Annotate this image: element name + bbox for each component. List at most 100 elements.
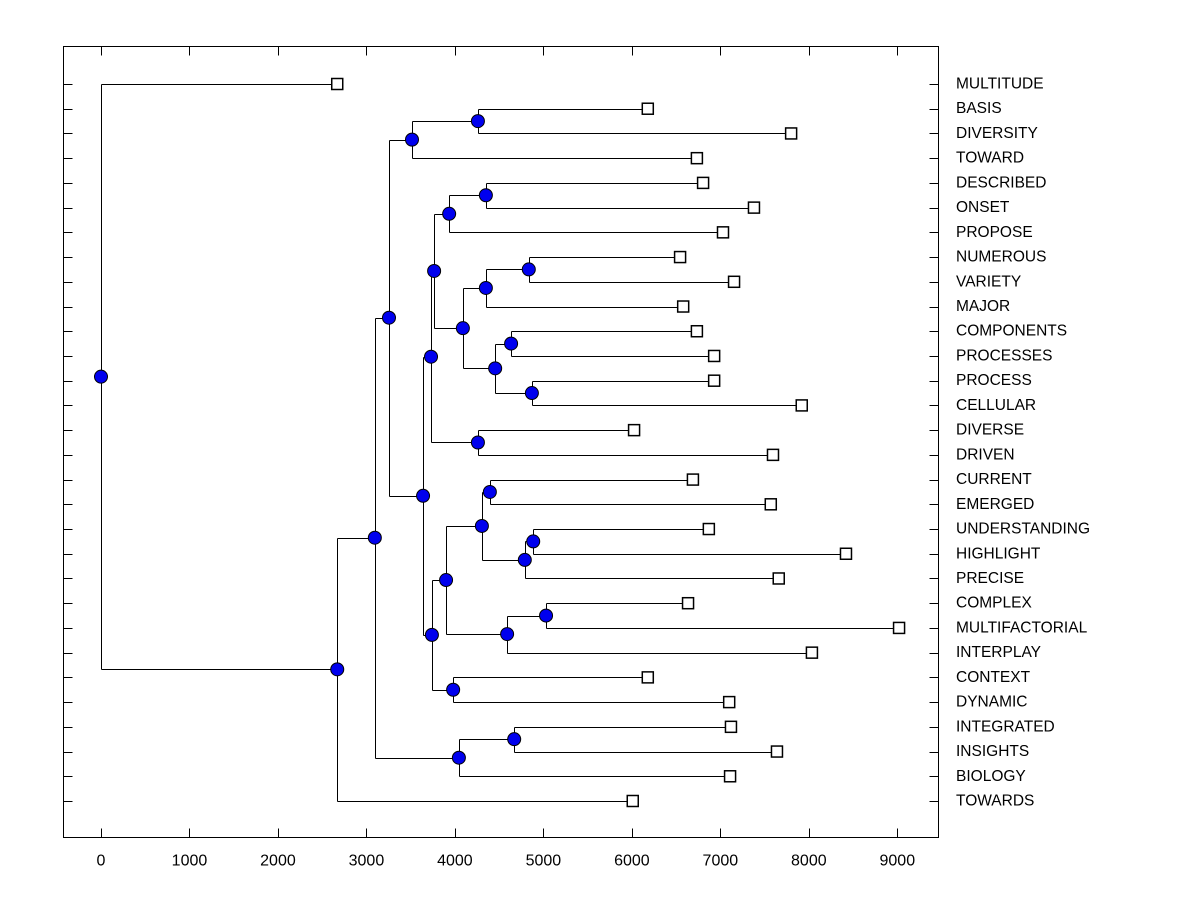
- leaf-marker: [747, 201, 761, 214]
- cluster-node-marker: [470, 435, 485, 450]
- cluster-node-marker: [446, 682, 461, 697]
- leaf-marker: [795, 399, 808, 412]
- leaf-label: VARIETY: [956, 273, 1021, 290]
- leaf-label: DIVERSE: [956, 422, 1024, 439]
- leaf-label: EMERGED: [956, 496, 1034, 513]
- cluster-node-marker: [488, 361, 503, 376]
- cluster-node-marker: [416, 488, 431, 503]
- cluster-node-marker: [478, 188, 493, 203]
- cluster-node-marker: [482, 484, 497, 499]
- leaf-label: CELLULAR: [956, 397, 1036, 414]
- leaf-marker: [839, 547, 853, 561]
- leaf-label: BIOLOGY: [956, 768, 1026, 785]
- leaf-label: HIGHLIGHT: [956, 545, 1041, 562]
- leaf-marker: [641, 102, 655, 115]
- leaf-marker: [696, 176, 710, 190]
- leaf-label: DESCRIBED: [956, 174, 1046, 191]
- leaf-marker: [690, 151, 704, 165]
- leaf-marker: [892, 621, 906, 635]
- leaf-label: DRIVEN: [956, 446, 1015, 463]
- leaf-marker: [690, 324, 704, 338]
- leaf-marker: [722, 695, 736, 709]
- leaf-marker: [723, 770, 737, 783]
- x-axis-tick-label: 5000: [526, 852, 562, 869]
- leaf-label: COMPONENTS: [956, 323, 1067, 340]
- leaf-marker: [707, 349, 721, 363]
- leaf-label: BASIS: [956, 100, 1002, 117]
- leaf-marker: [727, 275, 741, 289]
- cluster-node-marker: [427, 263, 442, 278]
- leaf-marker: [686, 473, 700, 486]
- leaf-label: MULTIFACTORIAL: [956, 619, 1088, 636]
- leaf-label: COMPLEX: [956, 595, 1032, 612]
- cluster-node-marker: [330, 662, 345, 677]
- cluster-node-marker: [470, 114, 485, 129]
- leaf-label: CURRENT: [956, 471, 1032, 488]
- leaf-label: PROCESSES: [956, 347, 1052, 364]
- cluster-node-marker: [94, 369, 108, 384]
- x-axis-tick-label: 9000: [880, 852, 916, 869]
- x-axis-tick-label: 1000: [172, 852, 208, 869]
- leaf-marker: [627, 423, 641, 437]
- leaf-marker: [784, 127, 798, 140]
- leaf-label: DIVERSITY: [956, 125, 1038, 142]
- cluster-node-marker: [524, 386, 539, 401]
- leaf-label: PROPOSE: [956, 224, 1033, 241]
- leaf-label: INSIGHTS: [956, 743, 1029, 760]
- cluster-node-marker: [439, 573, 454, 588]
- cluster-node-marker: [404, 132, 419, 147]
- cluster-node-marker: [442, 206, 457, 221]
- leaf-label: INTERPLAY: [956, 644, 1041, 661]
- leaf-label: MULTITUDE: [956, 76, 1044, 93]
- cluster-node-marker: [504, 336, 519, 351]
- cluster-node-marker: [381, 310, 396, 325]
- x-axis-tick-label: 8000: [791, 852, 827, 869]
- leaf-label: INTEGRATED: [956, 718, 1055, 735]
- leaf-label: MAJOR: [956, 298, 1010, 315]
- cluster-node-marker: [500, 627, 515, 642]
- leaf-label: DYNAMIC: [956, 694, 1027, 711]
- cluster-node-marker: [507, 732, 522, 747]
- cluster-node-marker: [424, 349, 439, 364]
- cluster-node-marker: [451, 750, 466, 765]
- leaf-label: TOWARDS: [956, 792, 1034, 809]
- x-axis-tick-label: 4000: [437, 852, 473, 869]
- leaf-marker: [641, 671, 655, 684]
- leaf-label: ONSET: [956, 199, 1010, 216]
- leaf-marker: [805, 646, 819, 659]
- cluster-node-marker: [478, 280, 493, 295]
- plot-border: [63, 46, 939, 838]
- cluster-node-marker: [521, 262, 536, 277]
- leaf-marker: [626, 794, 640, 808]
- leaf-label: CONTEXT: [956, 669, 1031, 686]
- leaf-label: TOWARD: [956, 150, 1024, 167]
- leaf-marker: [724, 720, 738, 734]
- leaf-marker: [716, 226, 730, 239]
- x-axis-tick-label: 2000: [260, 852, 296, 869]
- leaf-label: PROCESS: [956, 372, 1032, 389]
- leaf-label: UNDERSTANDING: [956, 521, 1090, 538]
- leaf-label: NUMEROUS: [956, 249, 1046, 266]
- leaf-marker: [764, 498, 778, 511]
- x-axis-tick-label: 7000: [703, 852, 739, 869]
- leaf-label: PRECISE: [956, 570, 1024, 587]
- leaf-marker: [673, 250, 687, 264]
- cluster-node-marker: [526, 534, 541, 549]
- leaf-marker: [702, 522, 716, 536]
- leaf-marker: [676, 300, 690, 313]
- leaf-marker: [681, 596, 695, 610]
- x-axis-tick-label: 3000: [349, 852, 385, 869]
- cluster-node-marker: [517, 552, 532, 567]
- cluster-node-marker: [474, 518, 489, 533]
- x-axis-tick-label: 6000: [614, 852, 650, 869]
- leaf-marker: [766, 448, 780, 462]
- leaf-marker: [772, 572, 785, 585]
- x-axis-tick-label: 0: [97, 852, 106, 869]
- leaf-marker: [330, 77, 344, 91]
- cluster-node-marker: [455, 321, 470, 336]
- cluster-node-marker: [424, 627, 439, 642]
- leaf-marker: [707, 374, 721, 387]
